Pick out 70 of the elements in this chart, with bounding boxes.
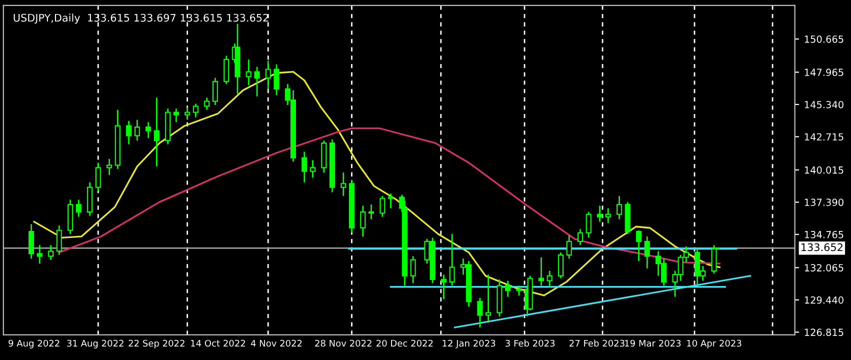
x-tick-label: 12 Jan 2023 [442,340,496,348]
candlestick [616,195,622,220]
candlestick [368,204,374,220]
y-tick-label: 140.015 [804,166,844,174]
candlestick [388,192,394,209]
y-tick-label: 126.815 [804,328,844,336]
candlestick [566,234,572,260]
x-tick-label: 31 Aug 2022 [67,340,124,348]
candlestick [95,162,101,192]
y-tick-label: 129.440 [804,296,844,304]
candlestick [596,205,603,222]
ref-line-label: 133.652 [802,243,842,252]
candlestick [340,172,346,197]
candlestick [449,233,455,286]
candlestick [265,60,271,90]
candlestick [192,103,198,118]
candlestick [254,66,260,98]
candlestick [605,208,611,224]
y-tick-label: 150.665 [804,35,844,43]
candlestick [440,274,446,300]
candlestick [486,274,492,322]
candlestick [36,244,42,264]
y-tick-label: 142.715 [804,133,844,141]
candlestick [204,96,210,111]
x-tick-label: 27 Feb 2023 [570,340,624,347]
y-tick-label: 147.965 [804,68,844,76]
candlestick [505,280,511,298]
candlestick [224,55,230,85]
text: USDJPY,Daily 133.615 133.697 133.615 133.652 [14,14,268,24]
x-tick-label: 19 Mar 2023 [625,340,681,347]
candlestick [184,106,190,120]
candlestick [76,198,82,218]
candlestick [644,236,650,270]
y-tick-label: 145.340 [804,100,844,108]
y-tick-label: 134.765 [804,230,844,238]
candlestick [28,223,34,260]
candlestick [48,244,54,261]
candlestick [106,158,112,176]
candlestick [56,224,62,256]
candlestick [246,58,252,86]
x-tick-label: 10 Apr 2023 [687,340,742,348]
y-tick-label: 137.390 [804,198,844,206]
candlestick [134,119,140,142]
x-tick-label: 22 Sep 2022 [128,340,184,348]
candlestick [274,64,280,96]
x-tick-label: 28 Nov 2022 [315,340,372,347]
x-tick-label: 9 Aug 2022 [8,340,60,348]
candlestick [577,228,584,246]
y-tick-label: 132.065 [804,264,844,272]
candlestick [636,230,642,262]
candlestick [154,96,160,168]
candlestick [380,195,386,218]
candlestick [146,121,152,139]
candlestick [546,270,552,288]
x-tick-label: 4 Nov 2022 [250,340,302,347]
candlestick [302,150,308,184]
candlestick [360,205,366,238]
candlestick [586,211,592,238]
candlestick [410,255,416,284]
candlestick [558,252,564,279]
candlestick [212,77,218,106]
x-tick-label: 14 Oct 2022 [191,340,245,347]
x-tick-label: 3 Feb 2023 [506,340,555,347]
candlestick [516,284,522,296]
candlestick [477,297,483,328]
x-tick-label: 20 Dec 2022 [376,340,433,347]
candlestick [538,256,544,286]
candlestick [310,160,316,178]
candlestick [173,108,179,123]
candlestick [126,120,132,145]
